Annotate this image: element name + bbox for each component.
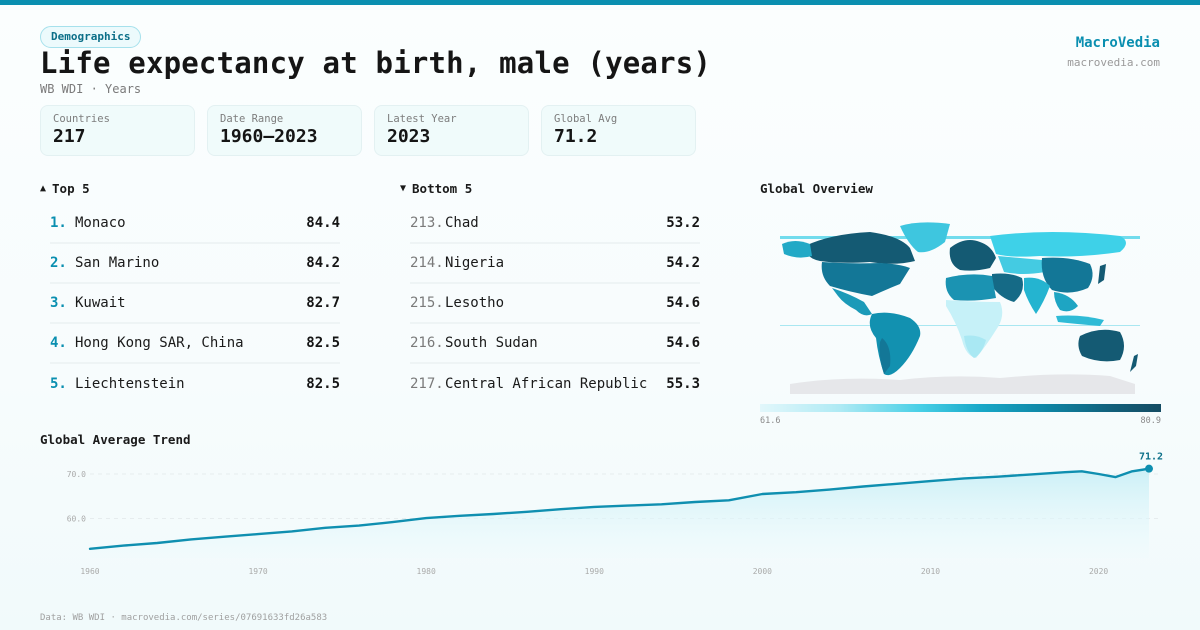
country-value: 82.5 [306,335,340,351]
top5-list: 1. Monaco 84.4 2. San Marino 84.2 3. Kuw… [50,204,340,404]
stat-value: 71.2 [554,126,598,147]
latest-point-marker [1145,464,1153,473]
map-title: Global Overview [760,181,873,196]
world-choropleth-map[interactable] [760,206,1161,396]
rank-number: 1. [50,215,67,231]
stat-card-global-avg: Global Avg 71.2 [541,105,696,156]
global-overview-panel: Global Overview [760,181,1161,426]
svg-text:1960: 1960 [80,567,99,576]
list-item[interactable]: 1. Monaco 84.4 [50,204,340,244]
country-name: Hong Kong SAR, China [75,335,244,351]
list-item[interactable]: 2. San Marino 84.2 [50,244,340,284]
top5-heading: ▲ Top 5 [40,181,340,196]
svg-text:2020: 2020 [1089,567,1108,576]
rank-number: 2. [50,255,67,271]
rank-number: 4. [50,335,67,351]
stat-label: Latest Year [387,113,457,125]
stat-label: Countries [53,113,110,125]
svg-text:1990: 1990 [585,567,604,576]
global-average-trend-panel: Global Average Trend [40,432,1170,447]
list-item[interactable]: 213. Chad 53.2 [410,204,700,244]
country-value: 53.2 [666,215,700,231]
stat-label: Global Avg [554,113,618,125]
latest-value-label: 71.2 [1139,452,1163,463]
rank-number: 217. [410,376,444,392]
category-tag[interactable]: Demographics [40,26,142,48]
svg-text:70.0: 70.0 [67,470,86,479]
stat-card-date-range: Date Range 1960–2023 [207,105,362,156]
country-name: Liechtenstein [75,376,185,392]
stat-card-countries: Countries 217 [40,105,195,156]
bottom5-heading: ▼ Bottom 5 [400,181,700,196]
country-name: San Marino [75,255,160,271]
trend-title: Global Average Trend [40,432,191,447]
color-scale-max: 80.9 [1140,416,1161,426]
list-item[interactable]: 216. South Sudan 54.6 [410,324,700,364]
rank-number: 5. [50,376,67,392]
x-axis-ticks: 1960 1970 1980 1990 2000 2010 2020 [80,567,1108,576]
country-value: 54.6 [666,295,700,311]
svg-text:2010: 2010 [921,567,940,576]
country-name: Kuwait [75,295,126,311]
stat-card-latest-year: Latest Year 2023 [374,105,529,156]
trend-line [88,467,1151,550]
rank-number: 3. [50,295,67,311]
country-value: 82.5 [306,376,340,392]
rank-number: 215. [410,295,444,311]
country-name: Chad [445,215,479,231]
bottom5-heading-label: Bottom 5 [412,181,473,196]
list-item[interactable]: 214. Nigeria 54.2 [410,244,700,284]
list-item[interactable]: 5. Liechtenstein 82.5 [50,364,340,404]
country-name: Monaco [75,215,126,231]
stat-label: Date Range [220,113,284,125]
svg-text:60.0: 60.0 [67,515,86,524]
color-scale-min: 61.6 [760,416,781,426]
country-value: 54.2 [666,255,700,271]
list-item[interactable]: 4. Hong Kong SAR, China 82.5 [50,324,340,364]
bottom5-list: 213. Chad 53.2 214. Nigeria 54.2 215. Le… [410,204,700,404]
color-scale-labels: 61.6 80.9 [760,416,1161,426]
list-item[interactable]: 215. Lesotho 54.6 [410,284,700,324]
triangle-up-icon: ▲ [40,183,47,194]
top5-heading-label: Top 5 [52,181,90,196]
page-subtitle: WB WDI · Years [40,82,142,96]
bottom5-panel: ▼ Bottom 5 213. Chad 53.2 214. Nigeria 5… [400,181,700,404]
svg-text:1980: 1980 [417,567,436,576]
color-scale-bar [760,404,1161,412]
triangle-down-icon: ▼ [400,183,407,194]
country-name: Lesotho [445,295,505,311]
rank-number: 216. [410,335,444,351]
page-title: Life expectancy at birth, male (years) [40,46,712,80]
footer-source[interactable]: Data: WB WDI · macrovedia.com/series/076… [40,613,328,623]
country-value: 84.2 [306,255,340,271]
country-value: 55.3 [666,376,700,392]
rank-number: 213. [410,215,444,231]
country-value: 82.7 [306,295,340,311]
list-item[interactable]: 3. Kuwait 82.7 [50,284,340,324]
country-name: Nigeria [445,255,505,271]
y-axis-ticks: 60.0 70.0 [67,470,86,524]
stat-value: 217 [53,126,86,147]
brand: MacroVedia macrovedia.com [1067,35,1160,69]
chart-gridlines [90,473,1160,519]
rank-number: 214. [410,255,444,271]
stat-value: 1960–2023 [220,126,318,147]
trend-area [90,468,1149,558]
stat-value: 2023 [387,126,431,147]
country-name: Central African Republic [445,376,648,392]
stats-row: Countries 217 Date Range 1960–2023 Lates… [40,105,696,156]
brand-url[interactable]: macrovedia.com [1067,56,1160,69]
country-value: 54.6 [666,335,700,351]
country-value: 84.4 [306,215,340,231]
brand-name[interactable]: MacroVedia [1075,35,1160,51]
svg-text:2000: 2000 [753,567,772,576]
list-item[interactable]: 217. Central African Republic 55.3 [410,364,700,404]
top5-panel: ▲ Top 5 1. Monaco 84.4 2. San Marino 84.… [40,181,340,404]
top-accent-bar [0,0,1200,5]
svg-text:1970: 1970 [248,567,267,576]
country-name: South Sudan [445,335,538,351]
